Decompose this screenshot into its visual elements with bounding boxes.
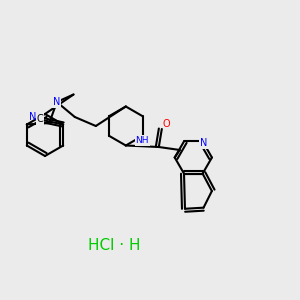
Text: N: N — [53, 97, 61, 107]
Text: O: O — [163, 119, 170, 130]
Text: N: N — [200, 138, 208, 148]
Text: NH: NH — [136, 136, 149, 145]
Text: HCl · H: HCl · H — [88, 238, 140, 253]
Text: N: N — [28, 112, 36, 122]
Text: C: C — [37, 114, 44, 124]
